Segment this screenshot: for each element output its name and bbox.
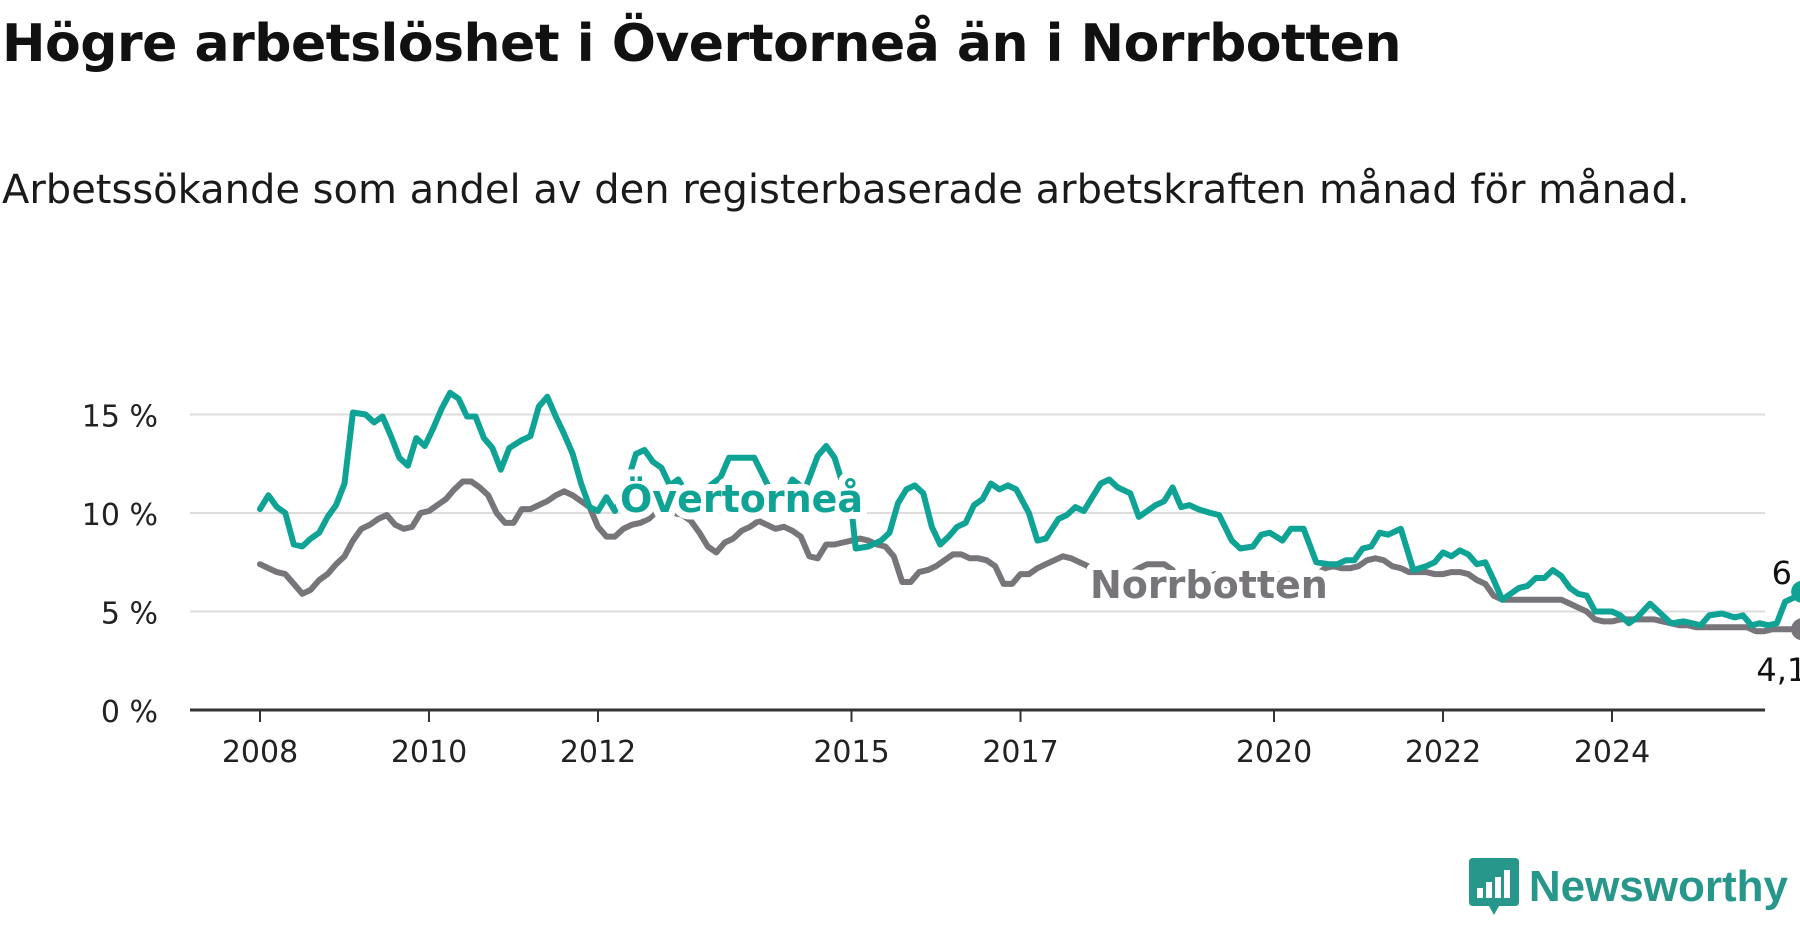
y-tick-label: 10 % bbox=[82, 498, 158, 533]
newsworthy-logo: Newsworthy bbox=[1468, 858, 1788, 916]
x-tick-label: 2024 bbox=[1574, 735, 1650, 770]
newsworthy-chart-icon bbox=[1468, 858, 1519, 915]
series-name-overtornea: Övertorneå bbox=[620, 477, 863, 521]
end-label-halo: 4,1 % bbox=[1756, 651, 1800, 689]
series-name-halo: Övertorneå bbox=[620, 477, 863, 521]
end-point-overtornea bbox=[1791, 581, 1800, 603]
x-tick-label: 2015 bbox=[813, 735, 889, 770]
x-axis-ticks: 2008 2010 2012 2015 2017 2020 2022 2024 bbox=[222, 710, 1650, 770]
end-point-norrbotten bbox=[1791, 618, 1800, 641]
y-tick-label: 0 % bbox=[101, 695, 158, 730]
end-value-label-overtornea: 6 % bbox=[1772, 554, 1800, 592]
x-tick-label: 2020 bbox=[1236, 735, 1312, 770]
series-line-norrbotten bbox=[257, 478, 1800, 635]
x-tick-label: 2022 bbox=[1405, 735, 1481, 770]
x-tick-label: 2017 bbox=[982, 735, 1058, 770]
series-line-overtornea bbox=[257, 389, 1800, 629]
x-tick-label: 2008 bbox=[222, 735, 298, 770]
chart-title: Högre arbetslöshet i Övertorneå än i Nor… bbox=[2, 14, 1402, 74]
series-labels: ÖvertorneåÖvertorneåNorrbottenNorrbotten… bbox=[613, 470, 1800, 694]
x-tick-label: 2010 bbox=[391, 735, 467, 770]
chart-subtitle: Arbetssökande som andel av den registerb… bbox=[2, 167, 1690, 213]
series-name-halo: Norrbotten bbox=[1090, 563, 1328, 607]
end-label-halo: 6 % bbox=[1772, 554, 1800, 592]
series-name-norrbotten: Norrbotten bbox=[1090, 563, 1328, 607]
grid-lines bbox=[190, 413, 1765, 712]
y-tick-label: 15 % bbox=[82, 400, 158, 435]
y-axis-ticks: 0 % 5 % 10 % 15 % bbox=[82, 400, 158, 731]
x-tick-label: 2012 bbox=[560, 735, 636, 770]
series-lines bbox=[257, 389, 1800, 641]
end-value-label-norrbotten: 4,1 % bbox=[1756, 651, 1800, 689]
brand-name: Newsworthy bbox=[1528, 862, 1788, 911]
y-tick-label: 5 % bbox=[101, 597, 158, 632]
